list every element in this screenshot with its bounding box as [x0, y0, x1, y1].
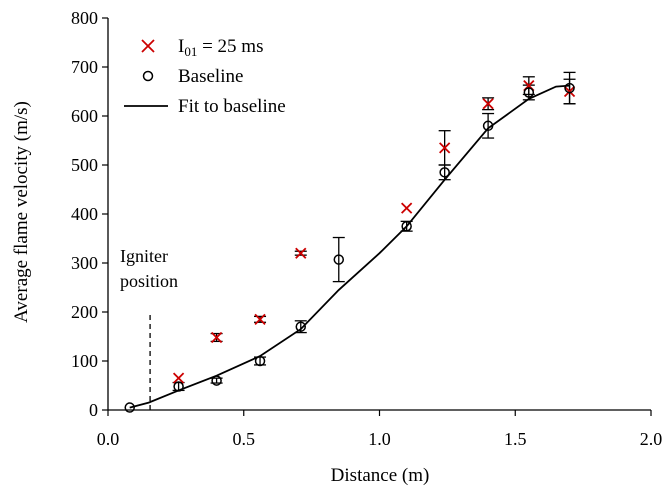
x-tick-label: 2.0	[640, 429, 663, 449]
y-tick-label: 0	[89, 400, 98, 420]
error-bar-layer	[172, 71, 576, 392]
y-tick-label: 600	[71, 106, 98, 126]
x-tick-label: 1.0	[368, 429, 391, 449]
x-tick-label: 0.0	[97, 429, 120, 449]
marker-layer	[124, 79, 576, 413]
x-marker-point	[172, 372, 185, 384]
x-marker-point	[295, 247, 307, 259]
baseline-point	[523, 87, 535, 98]
baseline-point	[439, 167, 450, 178]
y-tick-label: 400	[71, 204, 98, 224]
fit-line-layer	[129, 84, 570, 409]
x-tick-label: 0.5	[233, 429, 256, 449]
baseline-point	[401, 221, 412, 232]
axes: 0 100 200 300 400 500 600 700 800 0.0 0.5 1.0 1.5 2.0	[71, 8, 662, 449]
x-marker-point	[439, 142, 451, 154]
baseline-point	[333, 254, 345, 265]
fit-line	[129, 84, 570, 409]
y-tick-label: 800	[71, 8, 98, 28]
x-marker-point	[210, 331, 223, 344]
baseline-point	[564, 82, 575, 94]
x-marker-point	[482, 98, 494, 110]
baseline-point	[482, 120, 494, 132]
legend: I01 = 25 ms Baseline Fit to baseline	[124, 36, 286, 117]
x-marker-point	[563, 85, 576, 98]
legend-label-baseline: Baseline	[178, 66, 243, 87]
annotation-layer: Igniter position	[120, 246, 178, 410]
baseline-point	[295, 321, 307, 332]
legend-x-marker	[141, 39, 155, 53]
x-marker-point	[254, 313, 266, 325]
y-tick-label: 200	[71, 302, 98, 322]
y-tick-label: 500	[71, 155, 98, 175]
x-axis-label: Distance (m)	[331, 465, 430, 486]
legend-label-fit: Fit to baseline	[178, 96, 286, 117]
igniter-position-label: Igniter	[120, 246, 168, 266]
baseline-point	[173, 381, 184, 392]
y-tick-label: 100	[71, 351, 98, 371]
legend-circle-marker	[142, 70, 154, 82]
baseline-point	[211, 375, 222, 386]
legend-label-i01: I01 = 25 ms	[178, 36, 263, 59]
y-tick-label: 700	[71, 57, 98, 77]
baseline-point	[124, 402, 135, 413]
y-tick-label: 300	[71, 253, 98, 273]
y-axis-label: Average flame velocity (m/s)	[11, 101, 32, 323]
igniter-position-label: position	[120, 271, 178, 291]
baseline-point	[254, 355, 266, 367]
x-marker-point	[401, 202, 413, 214]
x-tick-label: 1.5	[504, 429, 527, 449]
